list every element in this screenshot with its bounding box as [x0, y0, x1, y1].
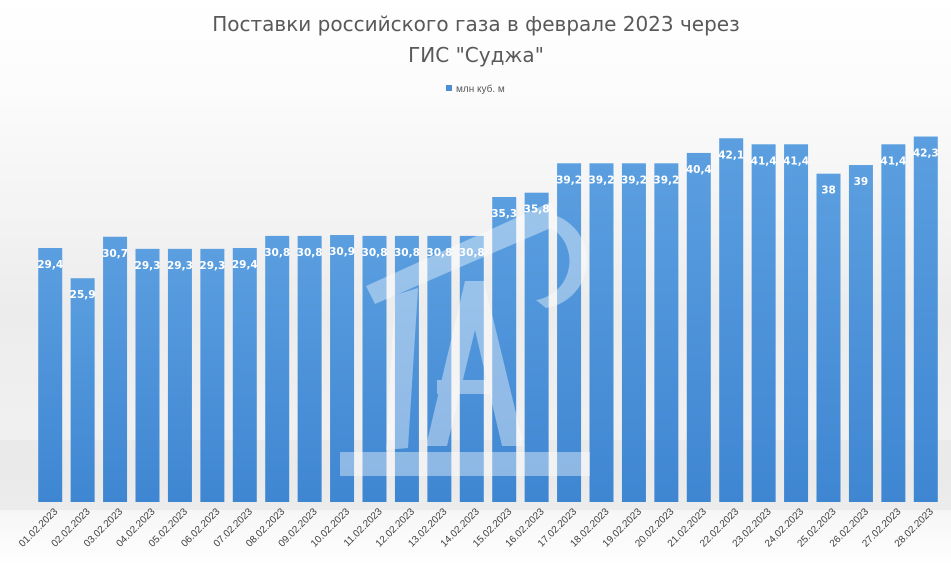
data-label-05.02.2023: 29,3 — [167, 260, 193, 272]
data-label-08.02.2023: 30,8 — [264, 247, 290, 259]
data-label-02.02.2023: 25,9 — [70, 289, 96, 301]
data-label-19.02.2023: 39,2 — [621, 174, 647, 186]
data-label-24.02.2023: 41,4 — [783, 155, 809, 167]
data-label-01.02.2023: 29,4 — [37, 259, 63, 271]
data-label-07.02.2023: 29,4 — [232, 259, 258, 271]
bar-16.02.2023 — [524, 192, 549, 502]
bars — [38, 136, 938, 503]
data-label-28.02.2023: 42,3 — [913, 148, 939, 160]
watermark-logo — [340, 202, 590, 476]
chart-title-line-1: Поставки российского газа в феврале 2023… — [212, 12, 740, 36]
bar-22.02.2023 — [719, 138, 744, 502]
data-label-04.02.2023: 29,3 — [135, 260, 161, 272]
bar-07.02.2023 — [232, 247, 257, 502]
bar-06.02.2023 — [200, 248, 225, 502]
bar-23.02.2023 — [751, 144, 776, 503]
bar-12.02.2023 — [394, 235, 419, 502]
bar-19.02.2023 — [621, 163, 646, 502]
bar-11.02.2023 — [362, 235, 387, 502]
bar-21.02.2023 — [686, 152, 711, 502]
data-label-15.02.2023: 35,3 — [491, 208, 517, 220]
data-label-27.02.2023: 41,4 — [880, 155, 906, 167]
chart-title-line-2: ГИС "Суджа" — [408, 43, 544, 67]
bar-08.02.2023 — [265, 235, 290, 502]
bar-28.02.2023 — [913, 136, 938, 502]
bar-24.02.2023 — [784, 144, 809, 503]
data-label-03.02.2023: 30,7 — [102, 248, 128, 260]
data-label-18.02.2023: 39,2 — [589, 174, 615, 186]
data-label-10.02.2023: 30,9 — [329, 246, 355, 258]
data-label-06.02.2023: 29,3 — [199, 260, 225, 272]
bar-14.02.2023 — [459, 235, 484, 502]
data-labels: 29,4 25,9 30,7 29,3 29,3 29,3 29,4 30,8 30,8 30,9… — [37, 148, 939, 302]
legend-label: млн куб. м — [456, 83, 505, 95]
data-label-26.02.2023: 39 — [854, 176, 869, 188]
bar-17.02.2023 — [557, 163, 582, 502]
bar-15.02.2023 — [492, 197, 517, 502]
bar-05.02.2023 — [167, 248, 192, 502]
data-label-16.02.2023: 35,8 — [524, 204, 550, 216]
bar-03.02.2023 — [103, 236, 128, 502]
data-label-20.02.2023: 39,2 — [653, 174, 679, 186]
data-label-25.02.2023: 38 — [821, 185, 836, 197]
bar-09.02.2023 — [297, 235, 322, 502]
data-label-11.02.2023: 30,8 — [362, 247, 388, 259]
data-label-14.02.2023: 30,8 — [459, 247, 485, 259]
bar-04.02.2023 — [135, 248, 160, 502]
data-label-21.02.2023: 40,4 — [686, 164, 712, 176]
data-label-12.02.2023: 30,8 — [394, 247, 420, 259]
data-label-13.02.2023: 30,8 — [426, 247, 452, 259]
bar-18.02.2023 — [589, 163, 614, 502]
bar-10.02.2023 — [330, 235, 355, 502]
bar-26.02.2023 — [848, 165, 873, 503]
legend-swatch — [446, 85, 452, 91]
bar-13.02.2023 — [427, 235, 452, 502]
bar-02.02.2023 — [70, 278, 95, 502]
bar-20.02.2023 — [654, 163, 679, 502]
data-label-17.02.2023: 39,2 — [556, 174, 582, 186]
data-label-22.02.2023: 42,1 — [718, 149, 744, 161]
legend: млн куб. м — [446, 83, 505, 95]
bar-25.02.2023 — [816, 173, 841, 502]
data-label-23.02.2023: 41,4 — [751, 155, 777, 167]
data-label-09.02.2023: 30,8 — [297, 247, 323, 259]
bar-01.02.2023 — [38, 247, 63, 502]
bar-27.02.2023 — [881, 144, 906, 503]
